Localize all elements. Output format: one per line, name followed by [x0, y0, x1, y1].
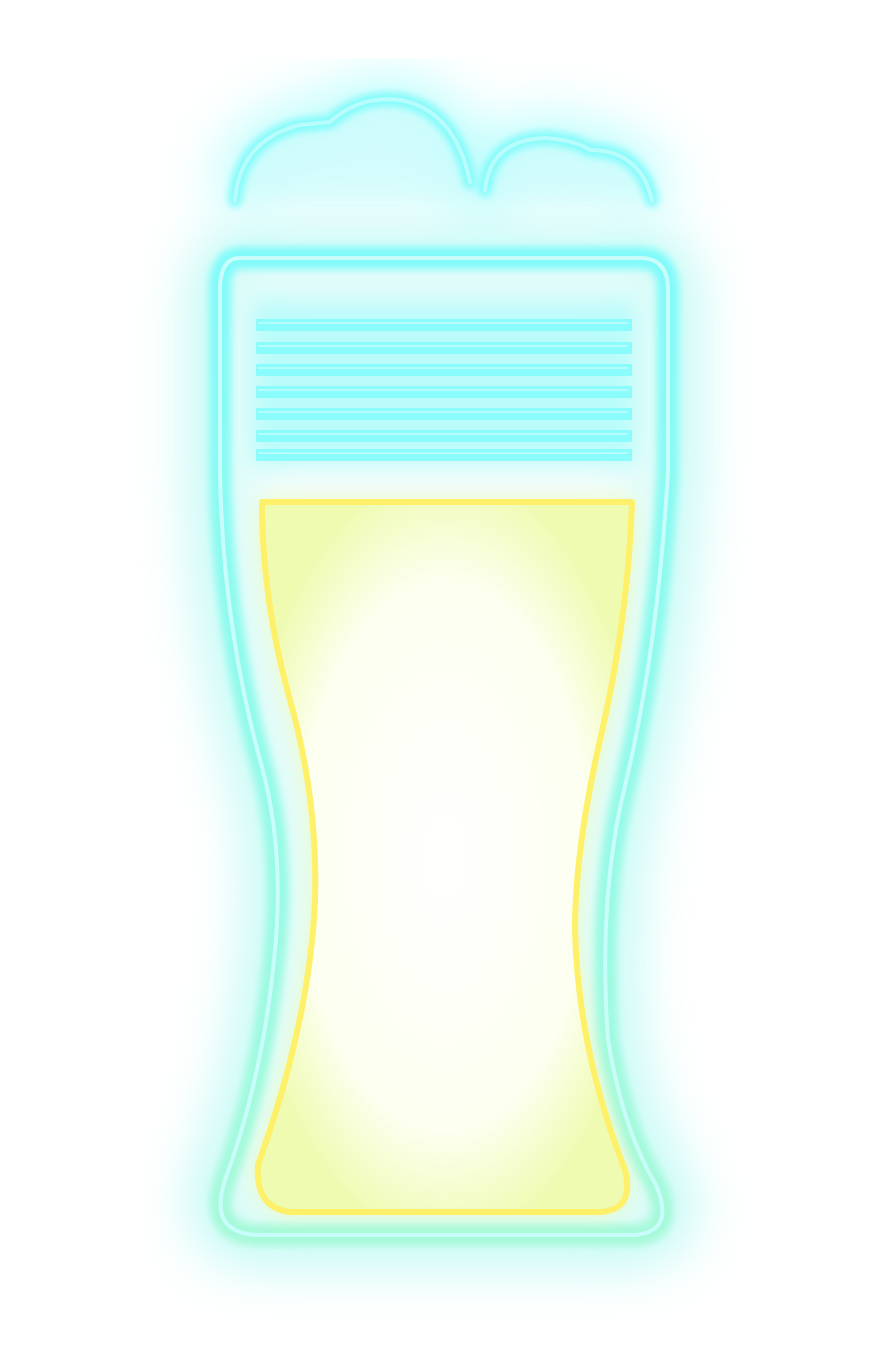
- foam-stripe: [256, 386, 632, 398]
- foam-stripe: [256, 364, 632, 376]
- foam-stripes: [252, 300, 636, 465]
- beer-liquid: [254, 499, 635, 1215]
- foam-stripe: [256, 449, 632, 461]
- foam-stripe: [256, 430, 632, 442]
- foam-stripe: [256, 408, 632, 420]
- foam-stripe: [256, 342, 632, 354]
- foam-icon: [215, 79, 672, 220]
- foam-stripe: [256, 319, 632, 331]
